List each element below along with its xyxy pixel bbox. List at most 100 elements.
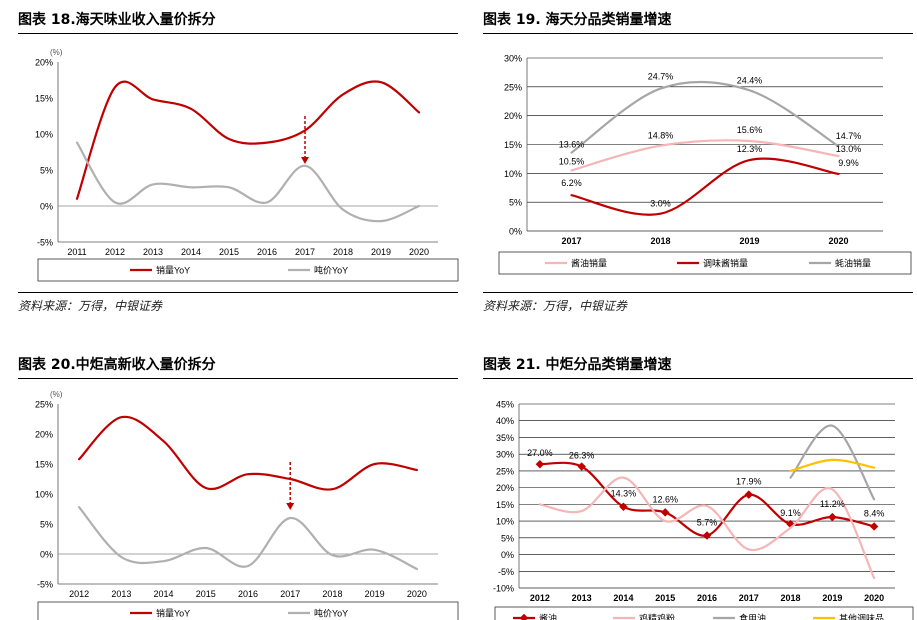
x-tick-label: 2015 bbox=[219, 247, 239, 257]
y-tick-label: 15% bbox=[35, 460, 53, 470]
y-tick-label: 10% bbox=[496, 517, 514, 527]
x-tick-label: 2020 bbox=[407, 589, 427, 599]
data-point bbox=[702, 531, 712, 540]
x-tick-label: 2018 bbox=[650, 236, 670, 246]
chart-20-svg: (%)25% 20% 15% 10% 5% 0% -5% 2012 2013 2014 2015 20… bbox=[35, 390, 459, 620]
y-tick-label: 35% bbox=[496, 433, 514, 443]
title-rule bbox=[18, 378, 458, 379]
data-label: 9.9% bbox=[838, 158, 859, 168]
x-tick-label: 2017 bbox=[561, 236, 581, 246]
series-line-1 bbox=[78, 506, 418, 571]
x-tick-label: 2019 bbox=[365, 589, 385, 599]
chart-18-title: 图表 18.海天味业收入量价拆分 bbox=[18, 12, 216, 28]
y-tick-label: 25% bbox=[496, 466, 514, 476]
legend-label-3: 其他调味品 bbox=[839, 613, 884, 620]
x-tick-label: 2015 bbox=[655, 593, 675, 603]
chart-20-title: 图表 20.中炬高新收入量价拆分 bbox=[18, 357, 216, 373]
y-tick-label: 25% bbox=[35, 400, 53, 410]
y-tick-label: 0% bbox=[40, 550, 53, 560]
series-line-1 bbox=[75, 141, 421, 223]
source-note: 资料来源：万得，中银证券 bbox=[18, 299, 163, 313]
y-tick-label: 5% bbox=[501, 533, 514, 543]
data-label: 13.0% bbox=[836, 144, 862, 154]
x-tick-label: 2015 bbox=[196, 589, 216, 599]
legend-label-2: 食用油 bbox=[739, 613, 766, 620]
legend-label-1: 鸡精鸡粉 bbox=[639, 613, 675, 620]
data-label: 14.3% bbox=[611, 489, 637, 499]
y-tick-label: 20% bbox=[35, 430, 53, 440]
legend-label-1: 吨价YoY bbox=[314, 608, 348, 619]
data-point bbox=[660, 508, 670, 517]
legend-label-0: 销量YoY bbox=[156, 265, 190, 276]
data-point bbox=[577, 462, 586, 471]
legend-label-0: 酱油销量 bbox=[571, 258, 607, 269]
y-tick-label: 15% bbox=[35, 94, 53, 104]
unit-label: (%) bbox=[50, 390, 63, 399]
series-line-2 bbox=[570, 80, 840, 154]
x-tick-label: 2018 bbox=[333, 247, 353, 257]
y-tick-label: 45% bbox=[496, 400, 514, 410]
y-tick-label: 5% bbox=[509, 198, 522, 208]
data-point bbox=[535, 459, 545, 469]
data-label: 17.9% bbox=[736, 477, 762, 487]
y-tick-label: -5% bbox=[498, 567, 514, 577]
y-tick-label: 25% bbox=[504, 82, 522, 92]
legend-box bbox=[498, 251, 912, 275]
title-rule bbox=[18, 33, 458, 34]
chart-18-svg: (%)20% 15% 10% 5% 0% -5% 2011 2012 2013 2014 2015 2… bbox=[35, 48, 459, 282]
x-tick-label: 2013 bbox=[111, 589, 131, 599]
y-tick-label: 0% bbox=[509, 227, 522, 237]
y-tick-label: 30% bbox=[496, 450, 514, 460]
chart-21-title: 图表 21. 中炬分品类销量增速 bbox=[483, 357, 672, 373]
y-tick-label: 10% bbox=[35, 490, 53, 500]
y-tick-label: 10% bbox=[35, 130, 53, 140]
x-tick-label: 2014 bbox=[181, 247, 201, 257]
series-line-0 bbox=[570, 139, 840, 172]
data-label: 9.1% bbox=[780, 508, 801, 518]
y-tick-label: 0% bbox=[40, 202, 53, 212]
y-tick-label: 5% bbox=[40, 166, 53, 176]
series-line-1 bbox=[570, 157, 840, 216]
y-tick-label: 5% bbox=[40, 520, 53, 530]
data-label: 5.7% bbox=[697, 517, 718, 527]
data-point bbox=[744, 490, 754, 499]
data-label: 13.6% bbox=[559, 140, 585, 150]
x-tick-label: 2020 bbox=[828, 236, 848, 246]
legend-label-1: 吨价YoY bbox=[314, 265, 348, 276]
unit-label: (%) bbox=[50, 48, 63, 57]
data-label: 6.2% bbox=[561, 178, 582, 188]
data-label: 24.7% bbox=[648, 72, 674, 82]
series-line-0 bbox=[78, 415, 418, 491]
x-tick-label: 2019 bbox=[371, 247, 391, 257]
annotation-arrowhead bbox=[286, 503, 295, 510]
data-label: 14.8% bbox=[648, 131, 674, 141]
x-tick-label: 2016 bbox=[257, 247, 277, 257]
chart-21-svg: 45% 40% 35% 30% 25% 20% 15% 10% 5% 0% -5% -10% 2012 2… bbox=[493, 400, 914, 620]
data-point bbox=[828, 512, 837, 522]
data-label: 14.7% bbox=[836, 131, 862, 141]
chart-19-title: 图表 19. 海天分品类销量增速 bbox=[483, 12, 672, 28]
data-label: 8.4% bbox=[864, 508, 885, 518]
x-tick-label: 2013 bbox=[143, 247, 163, 257]
y-tick-label: 15% bbox=[496, 500, 514, 510]
legend-box bbox=[37, 258, 459, 282]
y-tick-label: 40% bbox=[496, 416, 514, 426]
legend-label-2: 蚝油销量 bbox=[835, 258, 871, 269]
series-line-2 bbox=[789, 424, 876, 501]
data-label: 27.0% bbox=[527, 448, 553, 458]
y-tick-label: 20% bbox=[504, 111, 522, 121]
x-tick-label: 2016 bbox=[697, 593, 717, 603]
x-tick-label: 2019 bbox=[739, 236, 759, 246]
x-tick-label: 2017 bbox=[739, 593, 759, 603]
x-tick-label: 2012 bbox=[69, 589, 89, 599]
x-tick-label: 2018 bbox=[781, 593, 801, 603]
y-tick-label: -5% bbox=[37, 580, 53, 590]
x-tick-label: 2019 bbox=[822, 593, 842, 603]
chart-19-svg: 30% 25% 20% 15% 10% 5% 0% 2017 2018 2019 2020 13.6%… bbox=[498, 54, 912, 275]
data-point bbox=[869, 522, 879, 531]
x-tick-label: 2020 bbox=[409, 247, 429, 257]
x-tick-label: 2012 bbox=[105, 247, 125, 257]
data-label: 12.6% bbox=[652, 494, 678, 504]
legend-label-0: 销量YoY bbox=[156, 608, 190, 619]
y-tick-label: -5% bbox=[37, 238, 53, 248]
